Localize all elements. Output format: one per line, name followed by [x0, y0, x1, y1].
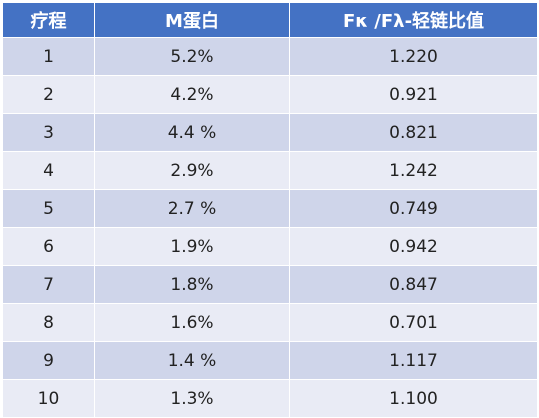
cell-m-protein: 1.6%	[94, 303, 290, 342]
table-row: 8 1.6% 0.701	[2, 303, 538, 342]
cell-light-chain-ratio: 0.942	[289, 227, 538, 266]
cell-course: 10	[2, 379, 95, 418]
cell-course: 3	[2, 113, 95, 152]
table-row: 10 1.3% 1.100	[2, 379, 538, 418]
cell-m-protein: 2.7 %	[94, 189, 290, 228]
header-row: 疗程 M蛋白 Fκ /Fλ-轻链比值	[2, 2, 538, 38]
cell-m-protein: 4.2%	[94, 75, 290, 114]
cell-m-protein: 2.9%	[94, 151, 290, 190]
cell-m-protein: 1.8%	[94, 265, 290, 304]
table-row: 4 2.9% 1.242	[2, 151, 538, 190]
table-row: 7 1.8% 0.847	[2, 265, 538, 304]
cell-course: 2	[2, 75, 95, 114]
cell-course: 6	[2, 227, 95, 266]
cell-m-protein: 1.4 %	[94, 341, 290, 380]
cell-course: 5	[2, 189, 95, 228]
table-body: 1 5.2% 1.220 2 4.2% 0.921 3 4.4 % 0.821 4 2.9% 1.24…	[2, 37, 538, 418]
cell-light-chain-ratio: 1.242	[289, 151, 538, 190]
table-row: 2 4.2% 0.921	[2, 75, 538, 114]
header-cell-light-chain-ratio: Fκ /Fλ-轻链比值	[289, 2, 538, 38]
cell-light-chain-ratio: 1.100	[289, 379, 538, 418]
cell-light-chain-ratio: 0.921	[289, 75, 538, 114]
cell-light-chain-ratio: 0.847	[289, 265, 538, 304]
cell-light-chain-ratio: 0.749	[289, 189, 538, 228]
header-cell-course: 疗程	[2, 2, 95, 38]
cell-light-chain-ratio: 0.821	[289, 113, 538, 152]
cell-course: 9	[2, 341, 95, 380]
table-header: 疗程 M蛋白 Fκ /Fλ-轻链比值	[2, 2, 538, 38]
cell-m-protein: 1.9%	[94, 227, 290, 266]
table-row: 1 5.2% 1.220	[2, 37, 538, 76]
cell-light-chain-ratio: 1.117	[289, 341, 538, 380]
cell-light-chain-ratio: 1.220	[289, 37, 538, 76]
header-cell-m-protein: M蛋白	[94, 2, 290, 38]
cell-course: 4	[2, 151, 95, 190]
cell-course: 8	[2, 303, 95, 342]
table-row: 6 1.9% 0.942	[2, 227, 538, 266]
table-row: 5 2.7 % 0.749	[2, 189, 538, 228]
cell-course: 1	[2, 37, 95, 76]
cell-m-protein: 1.3%	[94, 379, 290, 418]
cell-course: 7	[2, 265, 95, 304]
cell-light-chain-ratio: 0.701	[289, 303, 538, 342]
cell-m-protein: 4.4 %	[94, 113, 290, 152]
table-row: 3 4.4 % 0.821	[2, 113, 538, 152]
table-row: 9 1.4 % 1.117	[2, 341, 538, 380]
cell-m-protein: 5.2%	[94, 37, 290, 76]
